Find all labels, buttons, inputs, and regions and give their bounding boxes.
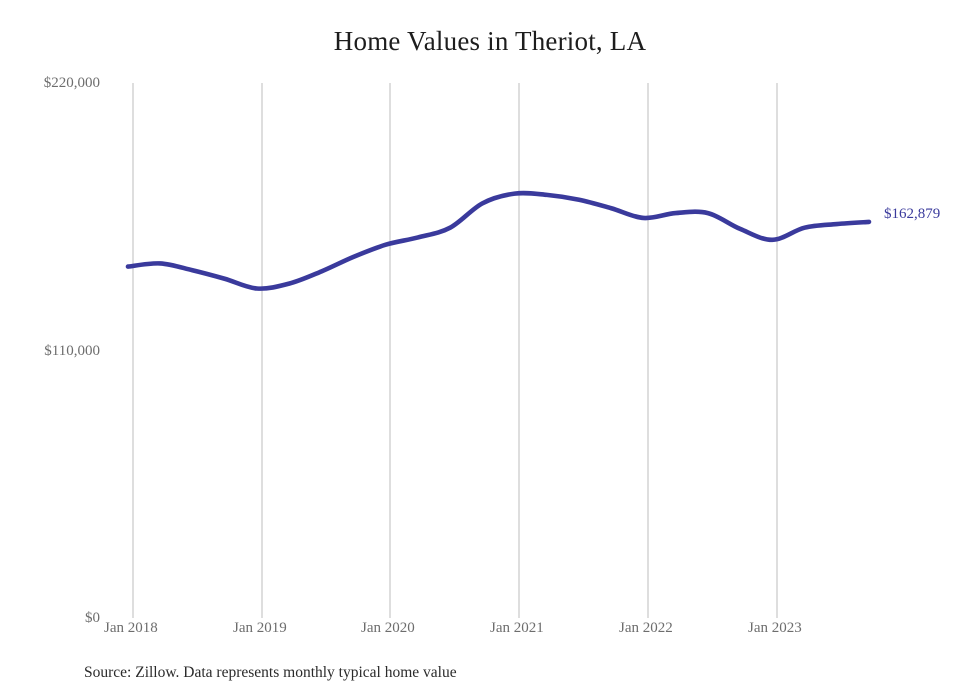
- y-axis-tick-220000: $220,000: [43, 75, 100, 91]
- x-axis-tick-jan-2021: Jan 2021: [490, 620, 544, 636]
- home-value-line: [125, 190, 872, 291]
- y-axis-tick-0: $0: [85, 610, 100, 626]
- x-axis-tick-jan-2022: Jan 2022: [619, 620, 673, 636]
- x-axis-tick-jan-2023: Jan 2023: [748, 620, 802, 636]
- end-value-annotation: $162,879: [884, 205, 941, 222]
- chart-title: Home Values in Theriot, LA: [333, 26, 647, 56]
- x-axis-tick-jan-2018: Jan 2018: [104, 620, 158, 636]
- y-axis-tick-110000: $110,000: [44, 343, 100, 359]
- x-axis-tick-jan-2019: Jan 2019: [233, 620, 287, 636]
- x-axis-tick-jan-2020: Jan 2020: [361, 620, 415, 636]
- gridlines: [132, 83, 778, 618]
- source-note: Source: Zillow. Data represents monthly …: [84, 664, 457, 681]
